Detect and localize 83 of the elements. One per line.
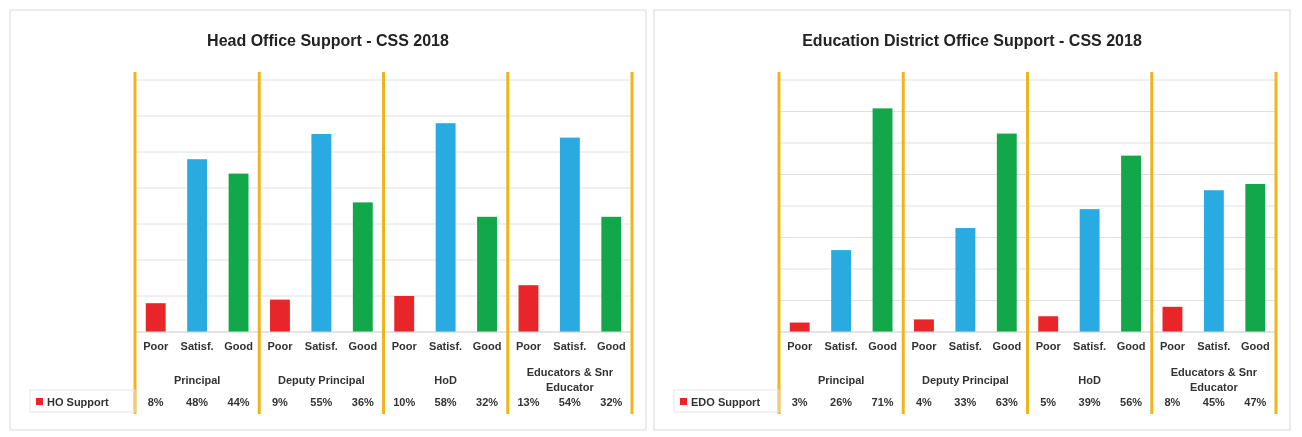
- x-tick-label: Good: [868, 340, 897, 352]
- data-label: 13%: [517, 396, 540, 408]
- bar: [559, 137, 580, 332]
- data-label: 3%: [791, 396, 808, 408]
- bar: [435, 123, 456, 332]
- text: HoD: [434, 374, 457, 386]
- bar: [955, 228, 976, 332]
- x-tick-label: Good: [1240, 340, 1270, 352]
- x-tick-label: Good: [348, 340, 378, 352]
- bar: [1162, 306, 1183, 332]
- bar: [187, 159, 208, 332]
- x-tick-label: Good: [1116, 340, 1146, 352]
- bar: [352, 202, 373, 332]
- x-tick-label: Good: [992, 340, 1022, 352]
- data-label: 45%: [1202, 396, 1226, 408]
- text: HoD: [1078, 374, 1101, 386]
- bar: [1038, 316, 1059, 332]
- chart-title: Education District Office Support - CSS 2018: [802, 32, 1142, 49]
- bar: [996, 133, 1017, 332]
- x-tick-label: Poor: [911, 340, 938, 352]
- bar: [1079, 209, 1100, 332]
- data-label: 32%: [476, 396, 499, 408]
- text: Educators & Snr Educator: [526, 366, 614, 393]
- data-label: 56%: [1120, 396, 1143, 408]
- bar: [831, 250, 852, 332]
- x-tick-label: Satisf.: [948, 340, 982, 352]
- data-label: 39%: [1078, 396, 1101, 408]
- data-label: 48%: [186, 396, 209, 408]
- data-label: 10%: [393, 396, 416, 408]
- data-label: 63%: [995, 396, 1019, 408]
- bar: [228, 173, 249, 332]
- data-label: 8%: [147, 396, 164, 408]
- bar: [1245, 183, 1266, 332]
- data-label: 47%: [1244, 396, 1267, 408]
- bar: [145, 303, 166, 332]
- data-label: 58%: [434, 396, 457, 408]
- x-tick-label: Good: [224, 340, 253, 352]
- bar: [601, 216, 622, 332]
- x-tick-label: Poor: [143, 340, 169, 352]
- text: Principal: [173, 374, 221, 386]
- x-tick-label: Poor: [1159, 340, 1186, 352]
- chart-title: Head Office Support - CSS 2018: [207, 32, 450, 49]
- legend-label: EDO Support: [691, 396, 761, 408]
- text: Deputy Principal: [921, 374, 1009, 386]
- data-label: 71%: [871, 396, 894, 408]
- bar: [477, 216, 497, 332]
- bar: [518, 285, 539, 332]
- x-tick-label: Satisf.: [824, 340, 858, 352]
- bar: [914, 319, 934, 332]
- data-label: 4%: [916, 396, 933, 408]
- bar: [872, 108, 893, 332]
- x-tick-label: Poor: [391, 340, 418, 352]
- x-tick-label: Satisf.: [180, 340, 214, 352]
- data-label: 55%: [310, 396, 333, 408]
- data-label: 26%: [830, 396, 853, 408]
- x-tick-label: Satisf.: [553, 340, 587, 352]
- x-tick-label: Good: [472, 340, 502, 352]
- bar: [270, 299, 290, 332]
- data-label: 33%: [954, 396, 977, 408]
- bar: [394, 296, 415, 332]
- data-label: 36%: [351, 396, 375, 408]
- data-label: 44%: [227, 396, 250, 408]
- data-label: 32%: [600, 396, 623, 408]
- text: Principal: [817, 374, 865, 386]
- data-label: 8%: [1164, 396, 1181, 408]
- data-label: 5%: [1040, 396, 1057, 408]
- data-label: 54%: [558, 396, 582, 408]
- text: Deputy Principal: [277, 374, 365, 386]
- data-label: 9%: [272, 396, 289, 408]
- text: Educators & Snr Educator: [1170, 366, 1258, 393]
- x-tick-label: Good: [596, 340, 626, 352]
- bar: [1203, 190, 1224, 332]
- x-tick-label: Satisf.: [1197, 340, 1231, 352]
- x-tick-label: Poor: [267, 340, 294, 352]
- x-tick-label: Poor: [515, 340, 542, 352]
- bar: [311, 134, 332, 332]
- bar: [1121, 155, 1141, 332]
- x-tick-label: Satisf.: [429, 340, 463, 352]
- x-tick-label: Poor: [1035, 340, 1062, 352]
- x-tick-label: Satisf.: [1073, 340, 1107, 352]
- legend-label: HO Support: [47, 396, 110, 408]
- x-tick-label: Poor: [787, 340, 813, 352]
- x-tick-label: Satisf.: [304, 340, 338, 352]
